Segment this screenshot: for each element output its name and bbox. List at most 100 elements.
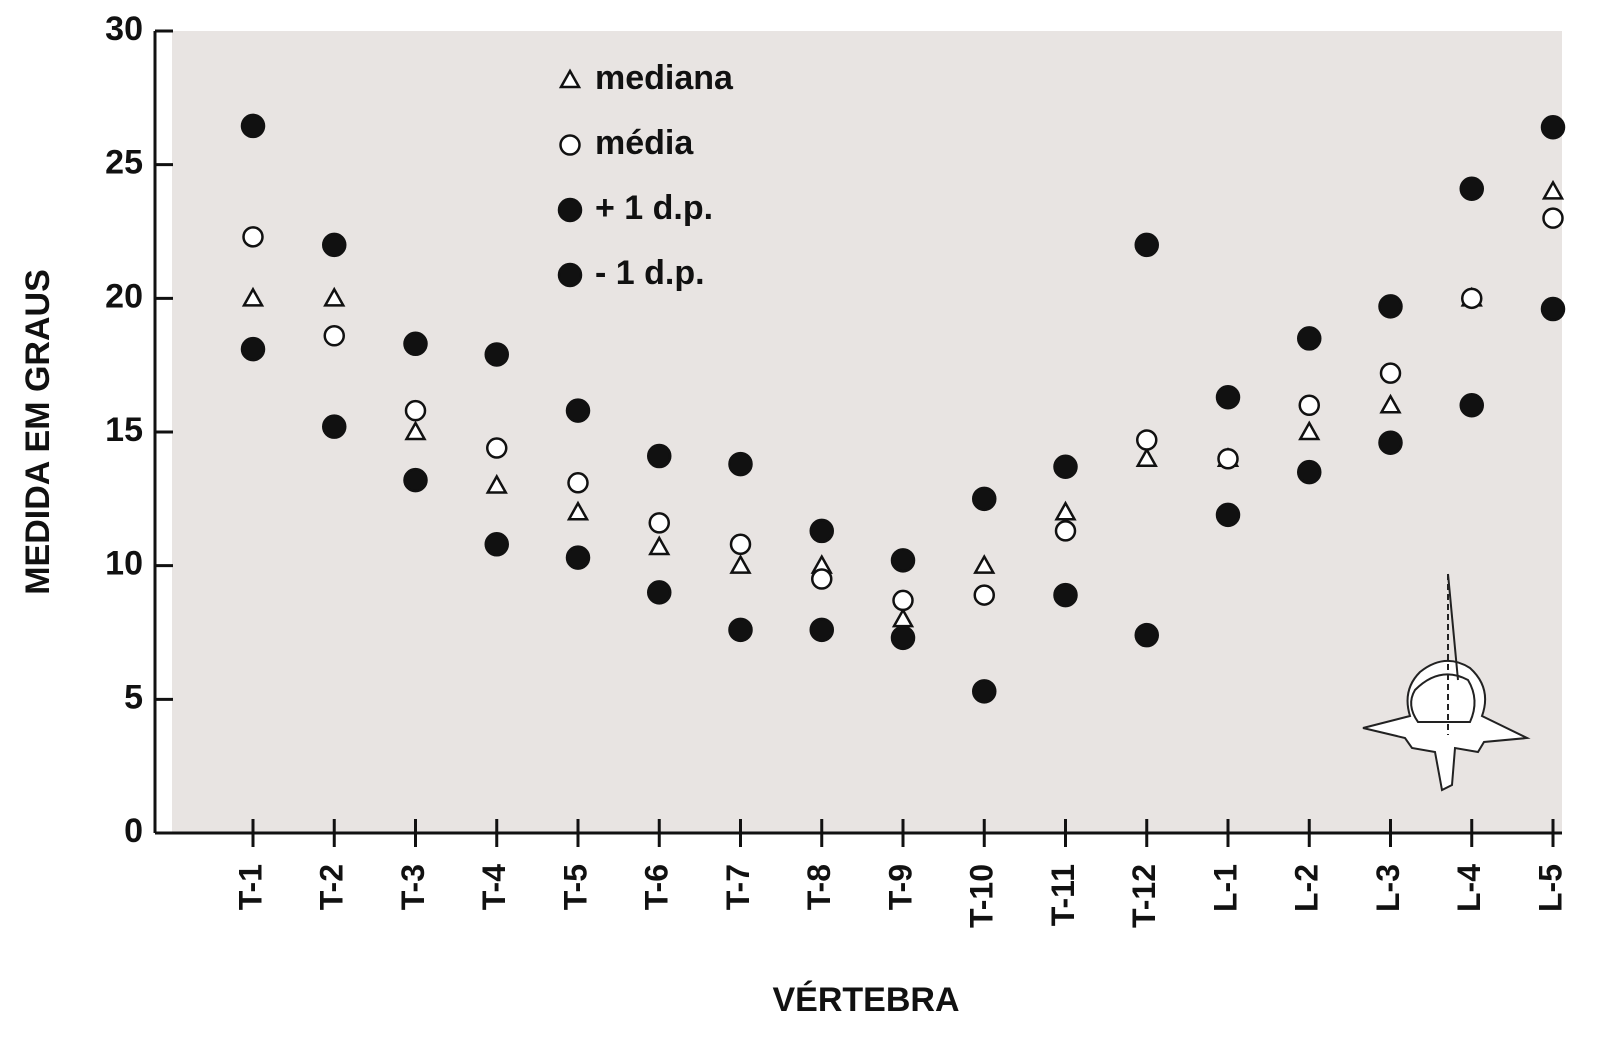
data-point xyxy=(972,679,997,704)
data-point xyxy=(1054,520,1077,542)
y-tick-label: 20 xyxy=(105,277,143,315)
data-point xyxy=(1379,362,1402,384)
data-point xyxy=(485,473,508,494)
data-point xyxy=(1134,232,1159,258)
data-point xyxy=(1459,393,1484,418)
y-tick-label: 0 xyxy=(124,812,143,850)
data-point xyxy=(1540,296,1566,322)
data-point xyxy=(1215,502,1241,528)
data-point xyxy=(729,554,752,574)
x-tick-label: L-4 xyxy=(1451,864,1487,912)
data-point xyxy=(323,286,346,307)
data-point xyxy=(240,113,266,139)
data-point xyxy=(323,325,345,347)
data-point xyxy=(1134,622,1159,648)
data-point xyxy=(1053,454,1078,480)
plot-background xyxy=(172,31,1562,833)
x-tick-label: T-7 xyxy=(720,864,756,910)
data-point xyxy=(1540,114,1566,140)
data-point xyxy=(809,617,834,643)
data-point xyxy=(648,535,671,556)
data-point xyxy=(1459,176,1484,201)
data-point xyxy=(486,437,508,459)
y-tick-label: 25 xyxy=(105,144,143,182)
x-tick-label: L-1 xyxy=(1207,864,1243,912)
data-point xyxy=(1298,420,1321,441)
data-point xyxy=(403,467,428,493)
data-point xyxy=(1461,287,1483,310)
data-point xyxy=(648,512,670,534)
legend-marker xyxy=(559,134,581,156)
data-point xyxy=(484,532,509,557)
data-point xyxy=(973,554,996,574)
data-point xyxy=(1541,179,1565,200)
data-point xyxy=(1053,582,1078,608)
y-tick-label: 15 xyxy=(105,411,143,449)
x-tick-label: T-9 xyxy=(882,864,918,910)
data-point xyxy=(972,486,997,512)
x-tick-label: T-3 xyxy=(395,864,431,910)
data-point xyxy=(1136,429,1158,451)
data-point xyxy=(404,420,427,441)
legend-marker xyxy=(557,262,583,288)
data-point xyxy=(1378,430,1403,455)
data-point xyxy=(1298,394,1320,417)
data-point xyxy=(242,226,264,248)
data-point xyxy=(728,451,753,477)
data-point xyxy=(240,336,266,362)
data-point xyxy=(728,617,753,643)
data-point xyxy=(404,399,427,422)
x-tick-label: T-1 xyxy=(232,864,268,910)
y-tick-label: 10 xyxy=(105,545,143,583)
vertebra-illustration xyxy=(1362,573,1531,792)
data-point xyxy=(647,443,672,469)
x-tick-label: L-2 xyxy=(1289,864,1325,912)
legend-label: mediana xyxy=(595,59,734,97)
data-point xyxy=(729,533,752,556)
data-point xyxy=(890,548,916,573)
x-axis-label: VÉRTEBRA xyxy=(772,981,959,1019)
legend-label: - 1 d.p. xyxy=(595,254,705,292)
data-point xyxy=(1379,393,1402,414)
data-point xyxy=(565,398,591,423)
data-point xyxy=(565,545,591,570)
data-point xyxy=(403,331,428,357)
data-point xyxy=(484,342,509,367)
data-point xyxy=(1378,294,1403,319)
x-tick-label: T-12 xyxy=(1126,864,1162,928)
y-axis-label: MEDIDA EM GRAUS xyxy=(19,269,57,595)
y-tick-label: 30 xyxy=(105,10,143,48)
data-point xyxy=(322,414,347,439)
data-point xyxy=(892,589,914,612)
data-point xyxy=(811,568,833,590)
x-tick-label: T-11 xyxy=(1045,864,1081,926)
data-point xyxy=(322,232,347,258)
data-point xyxy=(973,584,995,606)
x-tick-label: T-2 xyxy=(314,864,350,910)
x-tick-label: T-4 xyxy=(476,864,512,910)
x-tick-label: T-10 xyxy=(964,864,1000,928)
x-tick-label: T-8 xyxy=(801,864,837,910)
x-tick-label: L-3 xyxy=(1370,864,1406,912)
data-point xyxy=(647,580,672,605)
legend-label: + 1 d.p. xyxy=(595,189,713,227)
data-point xyxy=(241,286,265,307)
data-point xyxy=(1297,459,1322,485)
data-point xyxy=(1054,500,1077,521)
data-point xyxy=(809,518,834,544)
legend-marker xyxy=(557,197,583,223)
data-point xyxy=(890,625,916,651)
data-point xyxy=(1542,207,1564,229)
legend-label: média xyxy=(595,124,694,162)
data-point xyxy=(1215,384,1241,410)
legend-marker xyxy=(558,68,582,89)
x-tick-label: T-6 xyxy=(639,864,675,910)
data-point xyxy=(1217,447,1239,470)
data-point xyxy=(566,500,590,521)
data-point xyxy=(567,472,589,494)
x-tick-label: T-5 xyxy=(557,864,593,910)
data-point xyxy=(1135,447,1158,467)
x-tick-label: L-5 xyxy=(1532,864,1568,912)
data-point xyxy=(1297,326,1322,351)
